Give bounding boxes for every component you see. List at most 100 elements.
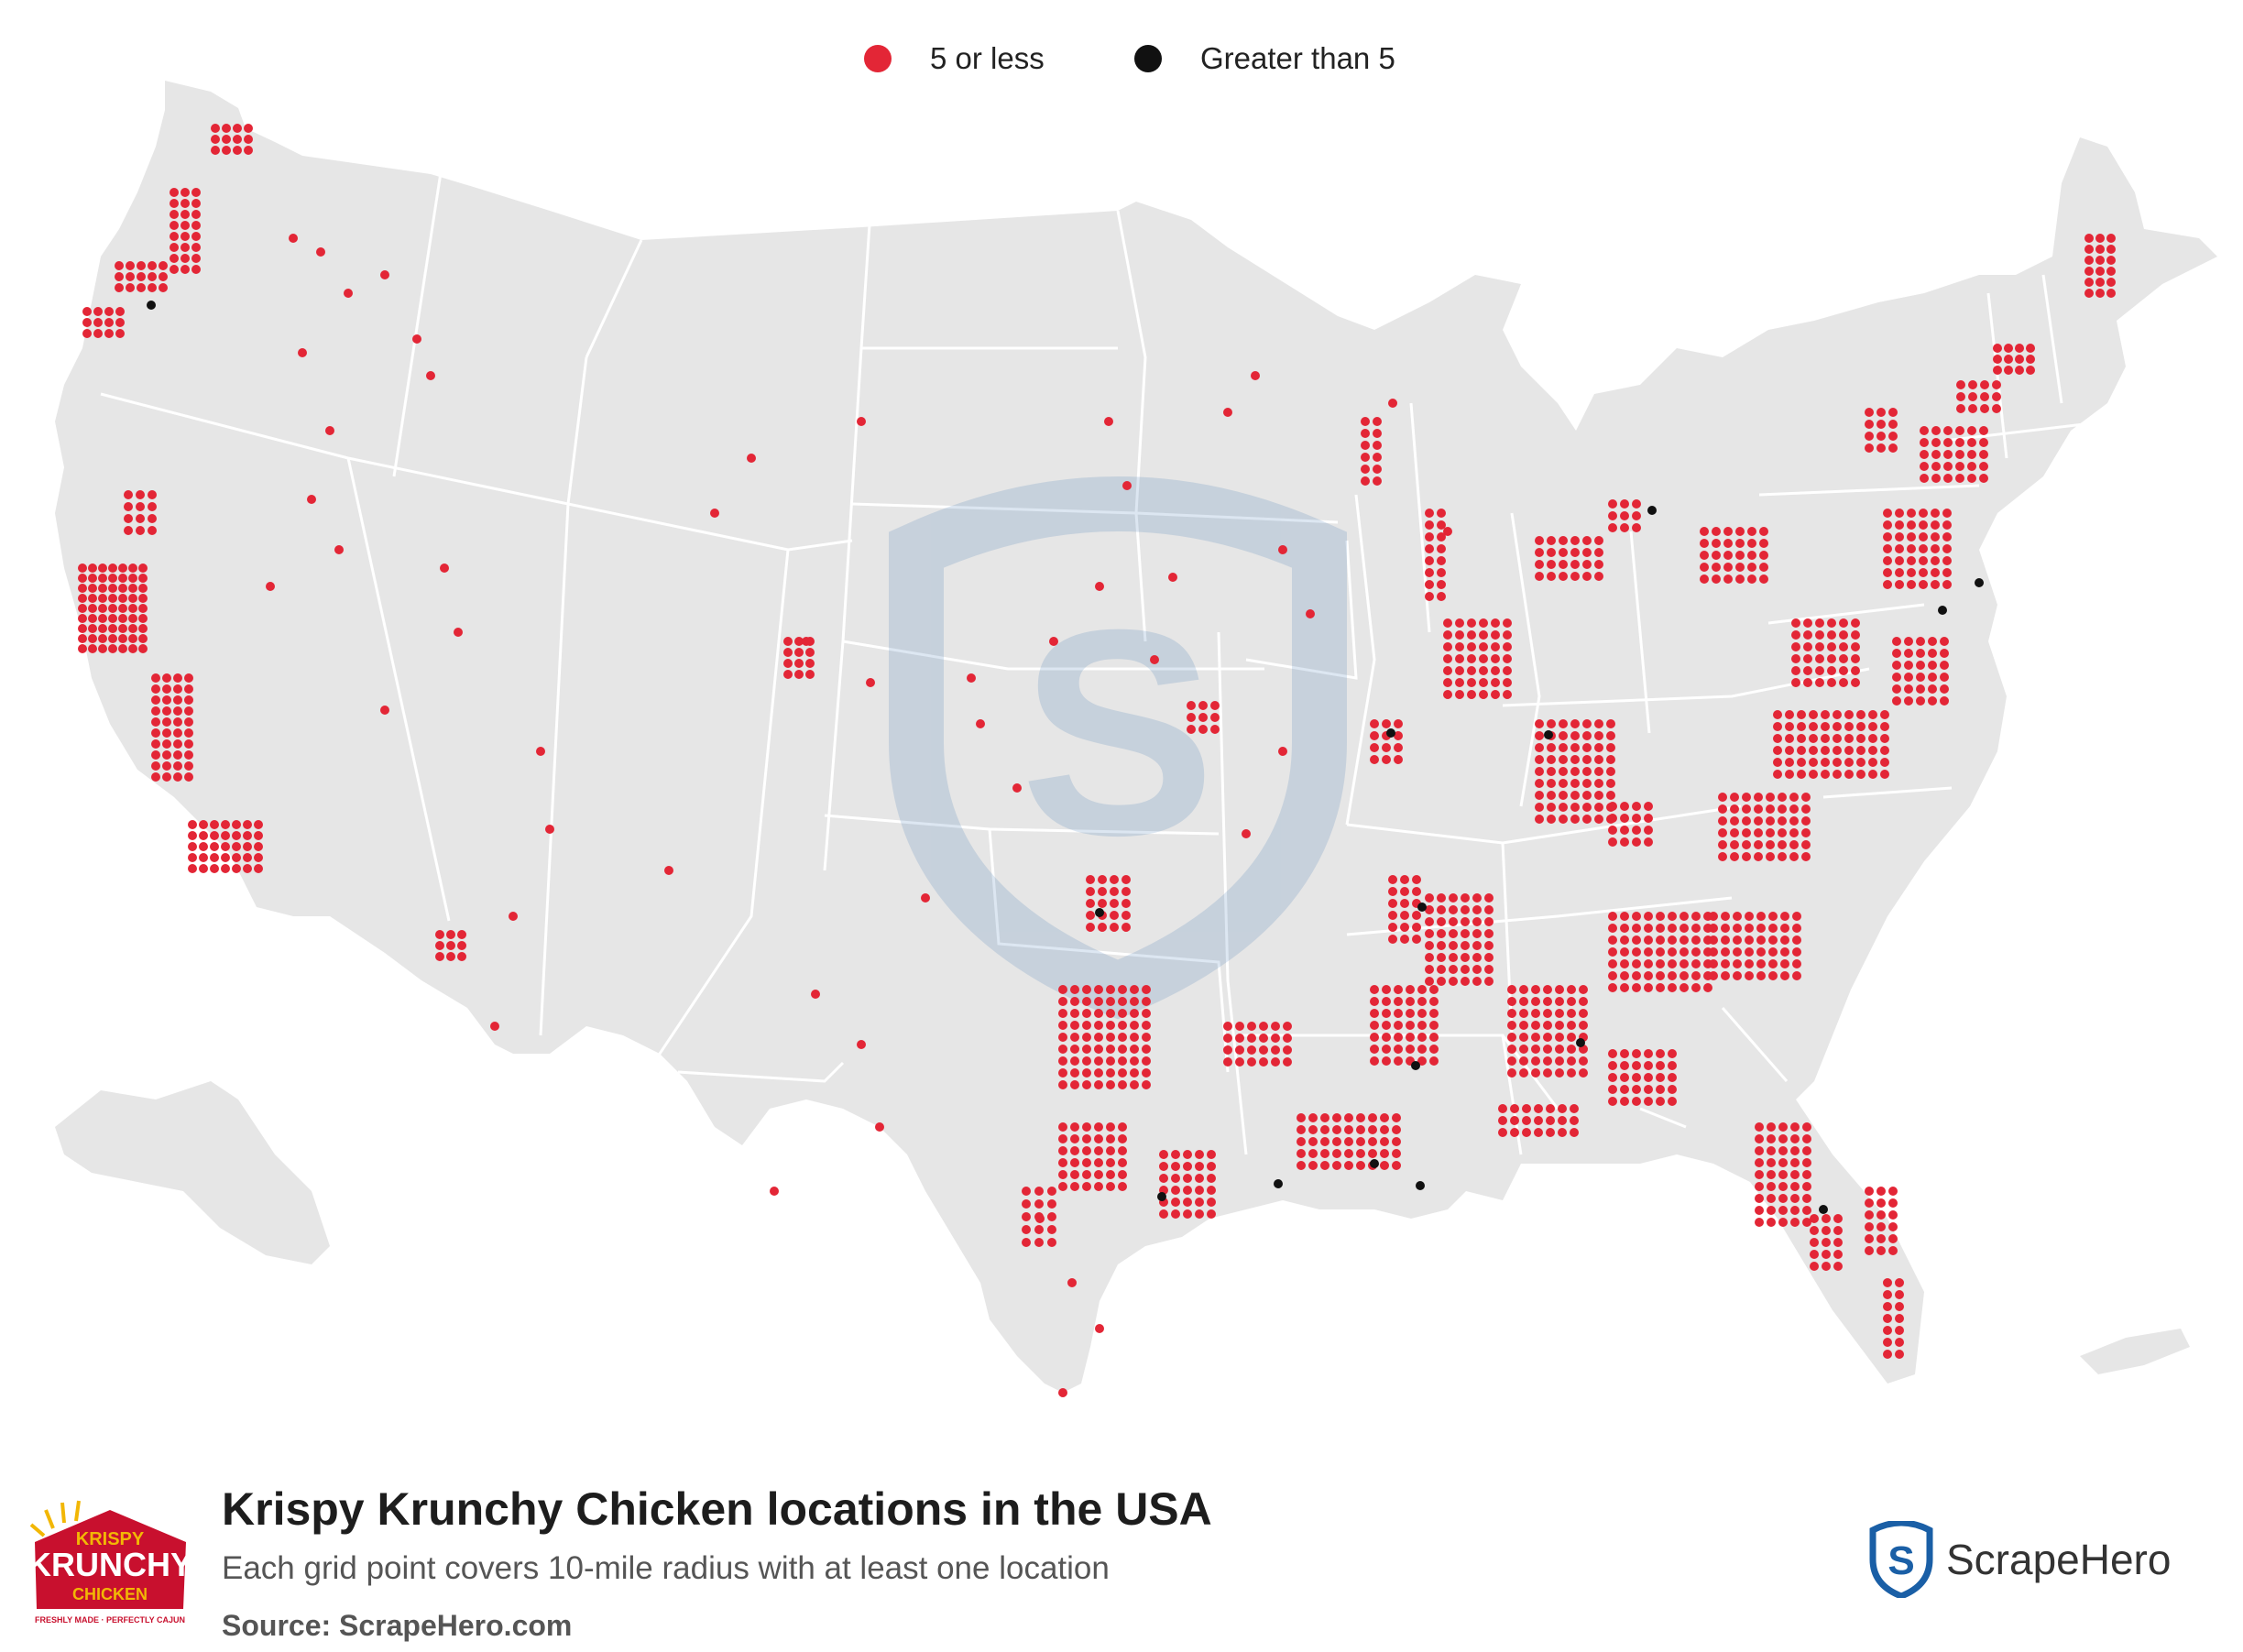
location-point (88, 614, 97, 623)
location-point (1443, 630, 1452, 640)
location-point (1931, 568, 1940, 577)
location-point (1479, 654, 1488, 663)
location-point (1656, 935, 1665, 945)
location-point (1620, 826, 1629, 835)
location-point (1876, 443, 1886, 453)
location-point (1171, 1174, 1180, 1183)
location-point (857, 417, 866, 426)
location-point (1094, 1158, 1103, 1167)
location-point (1425, 953, 1434, 962)
location-point (1620, 1073, 1629, 1082)
location-point (1778, 793, 1787, 802)
location-point (1868, 710, 1877, 719)
location-point (1503, 666, 1512, 675)
location-point (211, 135, 220, 144)
red-dot-icon (864, 45, 892, 72)
location-point (1709, 912, 1718, 921)
location-point (128, 584, 137, 593)
location-point (1247, 1057, 1256, 1067)
location-point (805, 648, 815, 657)
location-point (118, 584, 127, 593)
svg-text:S: S (1887, 1538, 1914, 1583)
location-point (1095, 1324, 1104, 1333)
location-point (380, 706, 389, 715)
location-point (1594, 731, 1603, 740)
location-point (221, 831, 230, 840)
location-point (1242, 829, 1251, 838)
location-point (1656, 1049, 1665, 1058)
location-point (1555, 997, 1564, 1006)
location-point (188, 853, 197, 862)
location-point (1058, 1134, 1067, 1143)
location-point (1582, 536, 1592, 545)
location-point (1183, 1150, 1192, 1159)
location-point (1070, 997, 1079, 1006)
location-point (1484, 965, 1494, 974)
location-point (1644, 983, 1653, 992)
location-point (1491, 666, 1500, 675)
location-point (811, 990, 820, 999)
location-point (151, 761, 160, 771)
location-point (435, 930, 444, 939)
location-point (1839, 654, 1848, 663)
location-point (1747, 539, 1756, 548)
location-point (1368, 1125, 1377, 1134)
location-point (1745, 971, 1754, 980)
location-point (1559, 743, 1568, 752)
location-point (1429, 1021, 1439, 1030)
location-point (1880, 710, 1889, 719)
location-point (1142, 1045, 1151, 1054)
location-point (1210, 713, 1220, 722)
location-point (1283, 1022, 1292, 1031)
location-point (1916, 649, 1925, 658)
location-point (1606, 755, 1615, 764)
location-point (1094, 1009, 1103, 1018)
location-point (1801, 840, 1811, 849)
location-point (1400, 923, 1409, 932)
location-point (1094, 1122, 1103, 1132)
location-point (1810, 1214, 1819, 1223)
location-point (1058, 1080, 1067, 1089)
location-point (1320, 1149, 1329, 1158)
location-point (1519, 1056, 1528, 1066)
location-point (1755, 1158, 1764, 1167)
location-point (1491, 654, 1500, 663)
location-point (1791, 654, 1800, 663)
location-point (1567, 1056, 1576, 1066)
location-point (88, 584, 97, 593)
location-point (118, 644, 127, 653)
location-point (1484, 917, 1494, 926)
location-point (1928, 661, 1937, 670)
legend-item-high: Greater than 5 (1134, 33, 1395, 84)
location-point (1472, 893, 1482, 903)
location-point (1559, 767, 1568, 776)
location-point (1790, 1170, 1800, 1179)
location-point (1792, 971, 1801, 980)
location-point (1425, 977, 1434, 986)
location-point (1455, 666, 1464, 675)
location-point (1773, 770, 1782, 779)
location-point (1809, 734, 1818, 743)
location-point (1745, 924, 1754, 933)
location-point (1472, 965, 1482, 974)
location-point (108, 594, 117, 603)
location-point (1070, 1170, 1079, 1179)
location-point (1543, 1045, 1552, 1054)
location-point (2084, 234, 2094, 243)
location-point (1157, 1192, 1166, 1201)
location-point (1803, 666, 1812, 675)
location-point (1142, 985, 1151, 994)
location-point (78, 614, 87, 623)
location-point (1417, 1009, 1427, 1018)
location-point (2095, 256, 2105, 265)
location-point (446, 941, 455, 950)
location-point (1297, 1137, 1306, 1146)
location-point (1582, 731, 1592, 740)
location-point (1503, 630, 1512, 640)
location-point (1833, 722, 1842, 731)
location-point (1620, 959, 1629, 968)
location-point (181, 265, 190, 274)
location-point (1461, 953, 1470, 962)
location-point (1802, 1146, 1811, 1155)
location-point (1543, 1021, 1552, 1030)
